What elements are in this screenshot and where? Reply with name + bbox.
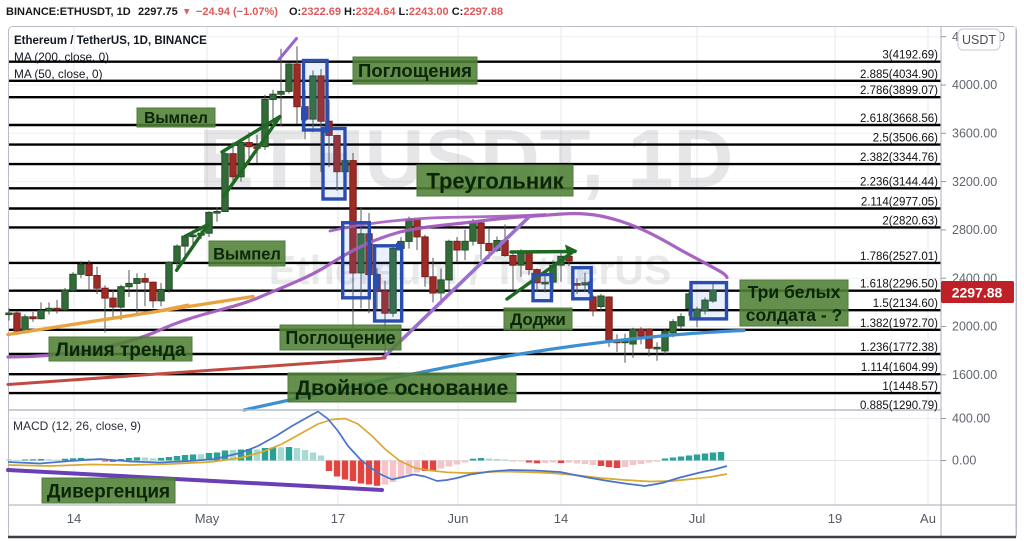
svg-text:1.382(1972.70): 1.382(1972.70): [860, 318, 938, 330]
svg-text:Три белых: Три белых: [748, 282, 841, 302]
svg-text:14: 14: [67, 511, 81, 526]
svg-text:▼: ▼: [182, 7, 191, 18]
svg-text:2000.00: 2000.00: [952, 320, 997, 334]
svg-text:2.786(3899.07): 2.786(3899.07): [860, 85, 938, 97]
svg-text:1.618(2296.50): 1.618(2296.50): [860, 279, 938, 291]
svg-text:MA (200, close, 0): MA (200, close, 0): [14, 50, 109, 64]
svg-text:Вымпел: Вымпел: [213, 245, 281, 263]
svg-text:17: 17: [331, 511, 345, 526]
svg-text:Дивергенция: Дивергенция: [47, 481, 170, 502]
svg-text:MA (50, close, 0): MA (50, close, 0): [14, 67, 103, 81]
svg-text:MACD (12, 26, close, 9): MACD (12, 26, close, 9): [13, 419, 141, 433]
svg-text:1.236(1772.38): 1.236(1772.38): [860, 342, 938, 354]
svg-text:Au: Au: [920, 511, 936, 526]
svg-text:−24.94 (−1.07%): −24.94 (−1.07%): [196, 6, 278, 18]
svg-text:1.5(2134.60): 1.5(2134.60): [873, 298, 938, 310]
svg-text:2800.00: 2800.00: [952, 223, 997, 237]
svg-text:O:2322.69 H:2324.64 L:2243.00: O:2322.69 H:2324.64 L:2243.00 C:2297.88: [289, 6, 503, 18]
svg-text:солдата - ?: солдата - ?: [746, 305, 843, 325]
svg-text:Двойное основание: Двойное основание: [296, 376, 509, 400]
svg-text:4000.00: 4000.00: [952, 78, 997, 92]
svg-text:1600.00: 1600.00: [952, 368, 997, 382]
svg-text:400.00: 400.00: [952, 412, 990, 426]
svg-text:1.114(1604.99): 1.114(1604.99): [861, 362, 938, 374]
svg-text:1(1448.57): 1(1448.57): [882, 381, 938, 393]
svg-text:Доджи: Доджи: [510, 310, 566, 329]
svg-text:May: May: [195, 511, 220, 526]
svg-text:Ethereum / TetherUS, 1D, BINAN: Ethereum / TetherUS, 1D, BINANCE: [14, 35, 207, 47]
svg-text:2.618(3668.56): 2.618(3668.56): [860, 113, 938, 125]
svg-text:19: 19: [828, 511, 842, 526]
svg-text:Jun: Jun: [448, 511, 469, 526]
svg-text:14: 14: [554, 511, 568, 526]
svg-text:0.00: 0.00: [952, 454, 976, 468]
svg-text:3200.00: 3200.00: [952, 175, 997, 189]
svg-text:Треугольник: Треугольник: [426, 168, 564, 193]
svg-text:3(4192.69): 3(4192.69): [882, 50, 938, 62]
svg-text:2297.75: 2297.75: [138, 6, 178, 18]
svg-text:BINANCE:ETHUSDT, 1D: BINANCE:ETHUSDT, 1D: [6, 6, 131, 18]
svg-text:Ethereum / TetherUS: Ethereum / TetherUS: [269, 247, 672, 293]
svg-text:Jul: Jul: [689, 511, 706, 526]
svg-text:2.114(2977.05): 2.114(2977.05): [861, 197, 938, 209]
svg-text:0.885(1290.79): 0.885(1290.79): [860, 400, 938, 412]
svg-text:2.382(3344.76): 2.382(3344.76): [860, 152, 938, 164]
svg-text:Поглощение: Поглощение: [285, 328, 395, 348]
svg-text:2(2820.63): 2(2820.63): [882, 215, 938, 227]
svg-text:Поглощения: Поглощения: [358, 60, 472, 81]
svg-text:1.786(2527.01): 1.786(2527.01): [860, 251, 938, 263]
svg-text:2.885(4034.90): 2.885(4034.90): [860, 69, 938, 81]
svg-text:Вымпел: Вымпел: [144, 110, 208, 127]
svg-text:2.5(3506.66): 2.5(3506.66): [873, 133, 938, 145]
svg-text:3600.00: 3600.00: [952, 127, 997, 141]
svg-text:2297.88: 2297.88: [952, 285, 1003, 301]
svg-text:Линия тренда: Линия тренда: [55, 340, 186, 361]
svg-text:2.236(3144.44): 2.236(3144.44): [860, 176, 938, 188]
svg-text:USDT: USDT: [962, 33, 996, 47]
